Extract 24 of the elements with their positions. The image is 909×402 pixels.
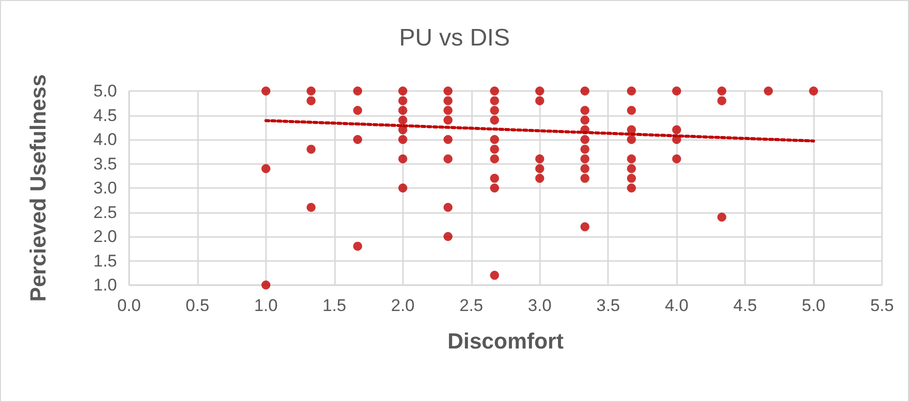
y-tick-label: 2.5 (93, 202, 117, 222)
x-tick-label: 3.5 (596, 296, 620, 315)
x-tick-label: 1.5 (322, 296, 346, 315)
x-tick-label: 3.0 (528, 296, 552, 315)
x-tick-label: 2.0 (391, 296, 415, 315)
x-tick-label: 0.5 (186, 296, 210, 315)
x-tick-label: 5.5 (870, 296, 894, 315)
y-tick-label: 5.0 (93, 82, 117, 100)
x-tick-label: 2.5 (459, 296, 484, 315)
y-tick-label: 4.0 (93, 130, 117, 149)
y-tick-label: 4.5 (93, 106, 117, 125)
x-tick-label: 4.5 (733, 296, 757, 315)
y-tick-label: 1.0 (93, 276, 117, 294)
x-tick-label: 1.0 (254, 296, 278, 315)
x-tick-label: 0.0 (117, 296, 141, 315)
y-tick-label: 1.5 (93, 251, 117, 270)
y-tick-label: 3.0 (93, 178, 117, 198)
y-tick-label: 2.0 (93, 227, 117, 246)
chart-title: PU vs DIS (399, 24, 510, 52)
x-axis-title: Discomfort (447, 328, 564, 354)
x-tick-label: 5.0 (802, 296, 826, 315)
y-tick-label: 3.5 (93, 154, 117, 174)
y-axis-title: Percieved Usefulness (26, 74, 50, 302)
x-tick-label: 4.0 (664, 296, 688, 315)
